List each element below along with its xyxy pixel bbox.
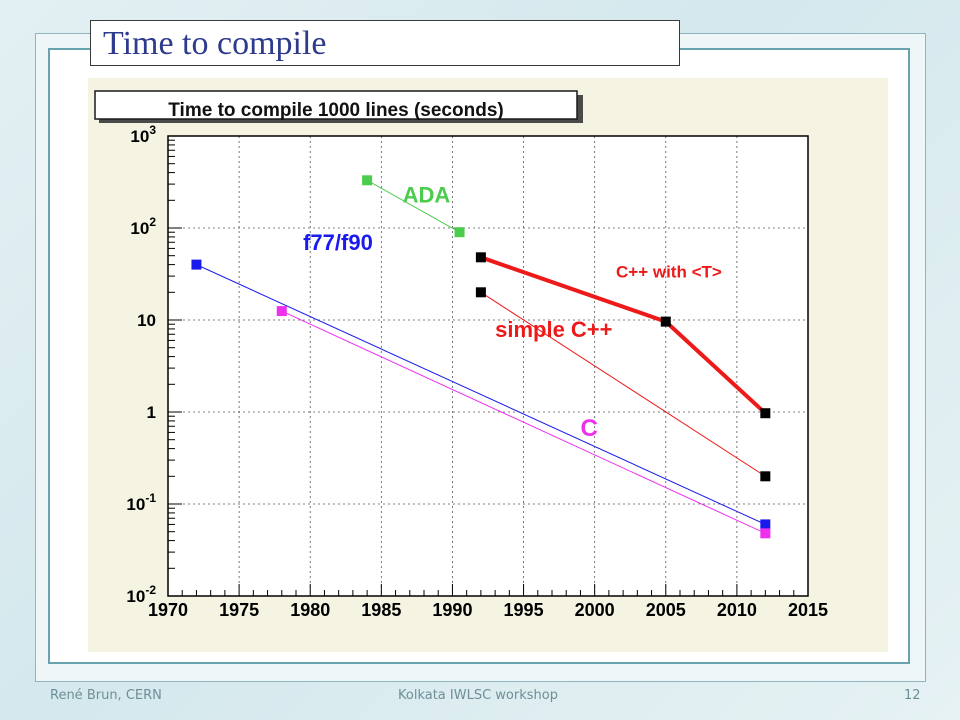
data-point-simple-c [760, 471, 771, 482]
x-tick-label: 1995 [504, 600, 544, 620]
series-line-f77-f90 [196, 264, 766, 525]
series-label-f77-f90: f77/f90 [303, 230, 373, 255]
series-line-c [281, 310, 766, 534]
y-tick-label: 10-2 [126, 583, 156, 606]
x-tick-label: 2015 [788, 600, 828, 620]
footer-page-number: 12 [904, 688, 921, 703]
series-label-c: C [580, 415, 597, 442]
series-label-ada: ADA [403, 182, 451, 207]
slide-title: Time to compile [90, 20, 680, 66]
data-point-f77-f90 [191, 259, 202, 270]
data-point-c [276, 306, 287, 317]
data-point-ada [454, 227, 465, 238]
x-tick-label: 1975 [219, 600, 259, 620]
series-line-ada [366, 179, 460, 233]
y-tick-label: 10 [137, 311, 156, 330]
chart-title: Time to compile 1000 lines (seconds) [168, 100, 503, 121]
series-label-simple-c: simple C++ [495, 317, 612, 342]
data-point-c-with-t [475, 252, 486, 263]
x-tick-label: 1970 [148, 600, 188, 620]
plot-frame [167, 135, 809, 597]
x-tick-label: 1990 [432, 600, 472, 620]
chart-container: Time to compile 1000 lines (seconds) 197… [88, 78, 888, 652]
data-point-c-with-t [760, 408, 771, 419]
plot-area [168, 136, 808, 596]
footer-event: Kolkata IWLSC workshop [398, 688, 558, 703]
x-tick-label: 1985 [361, 600, 401, 620]
x-tick-label: 2000 [575, 600, 615, 620]
footer-author: René Brun, CERN [50, 688, 162, 703]
data-point-c [760, 528, 771, 539]
chart-title-box: Time to compile 1000 lines (seconds) [94, 90, 583, 123]
grid-lines [168, 136, 808, 596]
series-label-c-with-t: C++ with <T> [616, 262, 722, 281]
data-point-simple-c [475, 287, 486, 298]
series-line-simple-c [480, 291, 766, 477]
y-tick-label: 10-1 [126, 491, 156, 514]
x-tick-label: 2010 [717, 600, 757, 620]
x-axis-tick-labels: 1970 1975 1980 1985 1990 1995 2000 2005 2010 2015 [148, 600, 828, 620]
compile-time-chart: Time to compile 1000 lines (seconds) 197… [88, 78, 888, 652]
y-tick-label: 1 [147, 403, 156, 422]
data-point-c-with-t [660, 316, 671, 327]
y-tick-label: 103 [130, 123, 156, 146]
series-layer [191, 175, 771, 539]
data-point-f77-f90 [760, 519, 771, 530]
data-point-ada [362, 175, 373, 186]
y-tick-label: 102 [130, 215, 156, 238]
axis-ticks [167, 139, 809, 597]
x-tick-label: 2005 [646, 600, 686, 620]
x-tick-label: 1980 [290, 600, 330, 620]
